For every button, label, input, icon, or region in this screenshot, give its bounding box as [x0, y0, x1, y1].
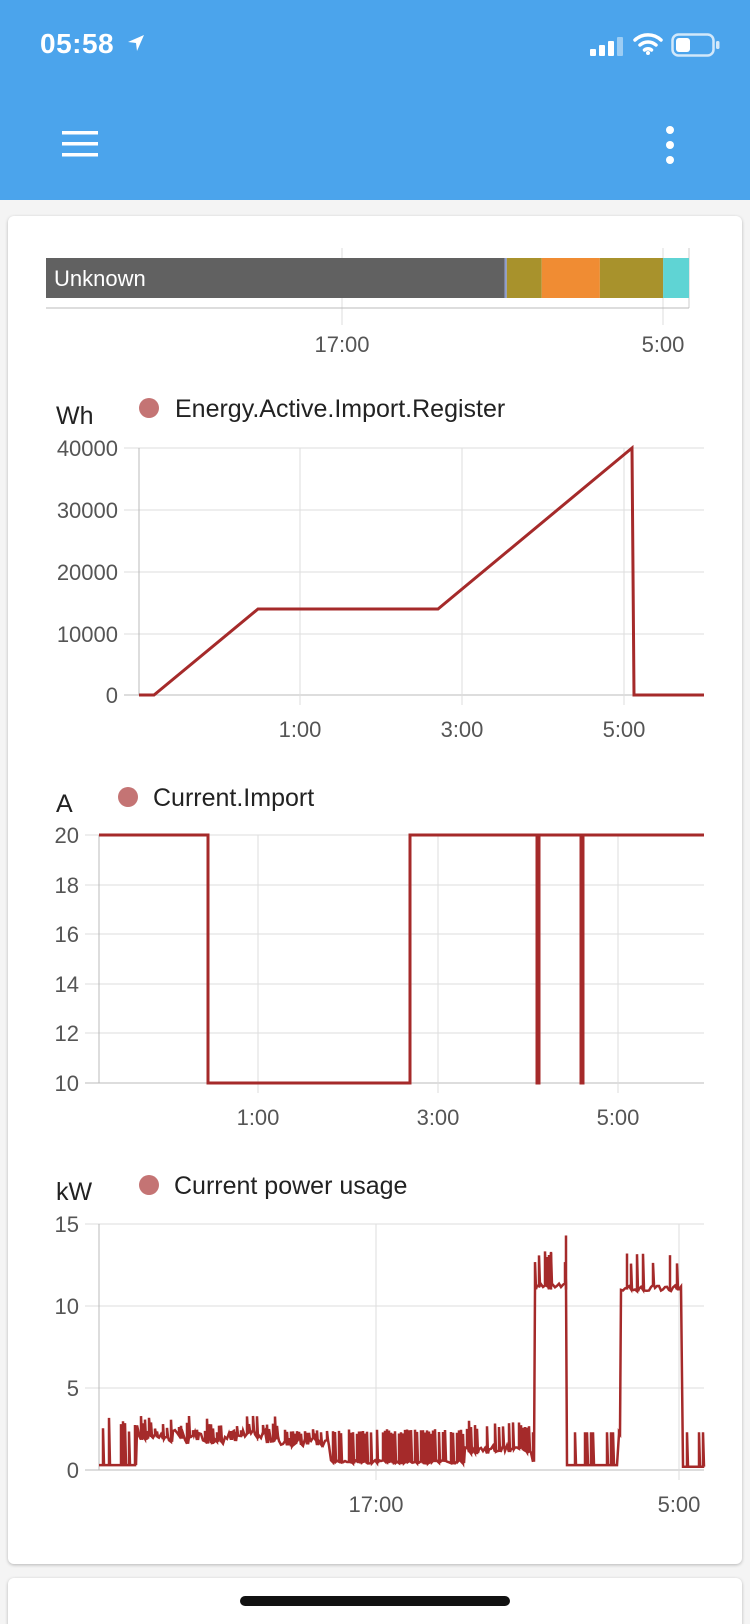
status-bar: 05:58: [0, 0, 750, 90]
power-chart: kW Current power usage 15 10 5 0 17:00 5…: [55, 1172, 706, 1517]
y-tick-label: 20000: [57, 560, 118, 585]
status-time: 05:58: [40, 28, 115, 59]
y-tick-label: 12: [55, 1021, 79, 1046]
timeline-segment[interactable]: [663, 258, 689, 298]
location-arrow-icon: [128, 35, 144, 51]
legend-marker[interactable]: [139, 1175, 159, 1195]
x-tick-label: 5:00: [658, 1492, 701, 1517]
y-tick-label: 5: [67, 1376, 79, 1401]
more-vertical-icon: [666, 126, 674, 164]
cellular-signal-icon: [590, 37, 623, 56]
hamburger-menu-icon: [62, 131, 98, 157]
chart-y-unit: A: [56, 790, 73, 818]
energy-chart: Wh Energy.Active.Import.Register 40000 3…: [56, 395, 704, 742]
home-indicator: [240, 1596, 510, 1606]
energy-series-line: [139, 444, 704, 697]
y-tick-label: 0: [67, 1458, 79, 1483]
y-gridlines: [85, 834, 704, 1093]
y-tick-label: 14: [55, 972, 79, 997]
state-timeline: Unknown 17:00 5:00: [46, 248, 690, 357]
timeline-segment-label: Unknown: [54, 266, 146, 291]
power-series: [99, 1235, 706, 1468]
y-tick-label: 0: [106, 683, 118, 708]
y-gridlines: [124, 447, 704, 705]
menu-button[interactable]: [58, 125, 102, 165]
y-tick-label: 10: [55, 1071, 79, 1096]
y-tick-label: 40000: [57, 436, 118, 461]
x-tick-label: 1:00: [237, 1105, 280, 1130]
legend-label[interactable]: Current power usage: [174, 1172, 407, 1200]
timeline-segment[interactable]: [506, 258, 542, 298]
timeline-tick-label: 5:00: [642, 332, 685, 357]
more-options-button[interactable]: [655, 123, 685, 167]
y-tick-label: 16: [55, 922, 79, 947]
chart-y-unit: Wh: [56, 402, 94, 430]
x-tick-label: 3:00: [441, 717, 484, 742]
app-toolbar: [0, 90, 750, 200]
x-tick-label: 17:00: [348, 1492, 403, 1517]
y-gridlines: [85, 1223, 704, 1480]
timeline-segment[interactable]: [46, 258, 505, 298]
power-series-line: [99, 1251, 706, 1468]
x-tick-label: 5:00: [603, 717, 646, 742]
y-tick-label: 30000: [57, 498, 118, 523]
y-tick-label: 10: [55, 1294, 79, 1319]
wifi-icon: [633, 33, 663, 55]
x-tick-label: 5:00: [597, 1105, 640, 1130]
legend-label[interactable]: Current.Import: [153, 784, 314, 812]
timeline-tick-label: 17:00: [314, 332, 369, 357]
battery-icon: [671, 33, 720, 57]
y-tick-label: 20: [55, 823, 79, 848]
legend-marker[interactable]: [118, 787, 138, 807]
timeline-segment[interactable]: [504, 258, 507, 298]
legend-label[interactable]: Energy.Active.Import.Register: [175, 395, 505, 423]
current-series-line: [99, 833, 704, 1085]
current-chart: A Current.Import 20 18 16 14 12 10 1:00 …: [55, 784, 704, 1130]
legend-marker[interactable]: [139, 398, 159, 418]
timeline-segment[interactable]: [599, 258, 664, 298]
y-tick-label: 10000: [57, 622, 118, 647]
chart-y-unit: kW: [56, 1178, 93, 1206]
x-tick-label: 1:00: [279, 717, 322, 742]
x-tick-label: 3:00: [417, 1105, 460, 1130]
y-tick-label: 15: [55, 1212, 79, 1237]
timeline-segment[interactable]: [541, 258, 600, 298]
y-tick-label: 18: [55, 873, 79, 898]
